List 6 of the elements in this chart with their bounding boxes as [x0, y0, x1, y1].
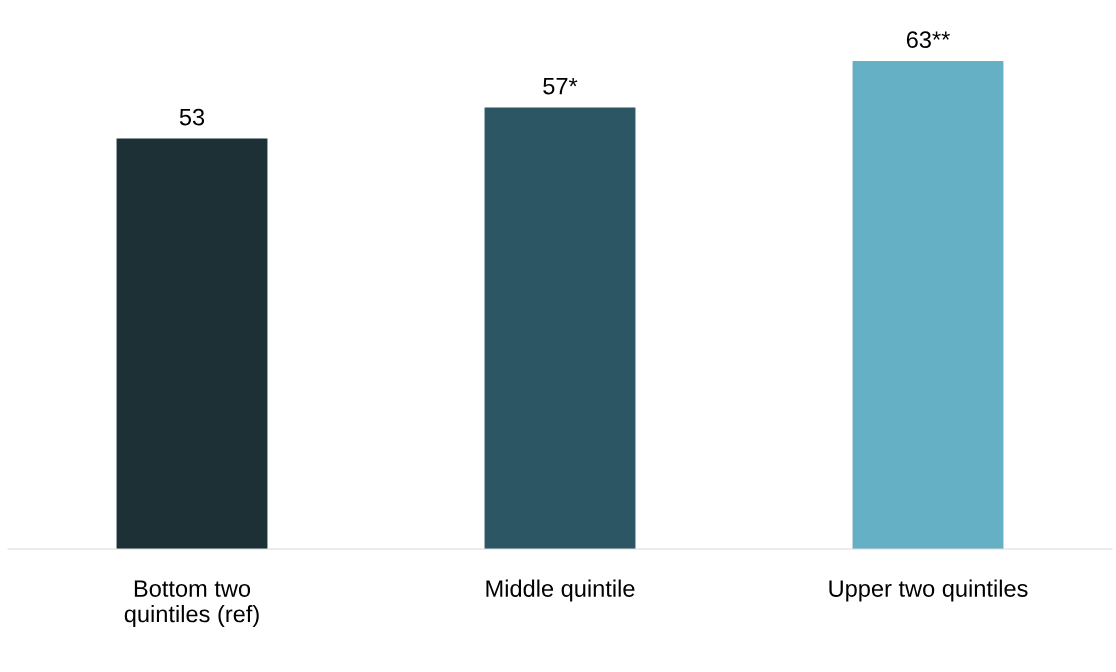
x-tick-label: Bottom two quintiles (ref): [124, 580, 259, 627]
data-label: 63**: [906, 31, 950, 48]
x-tick-label: Upper two quintiles: [829, 579, 1028, 602]
data-label: 57*: [543, 78, 578, 95]
data-label: 53: [179, 108, 205, 126]
x-tick-label: Middle quintile: [486, 579, 635, 602]
